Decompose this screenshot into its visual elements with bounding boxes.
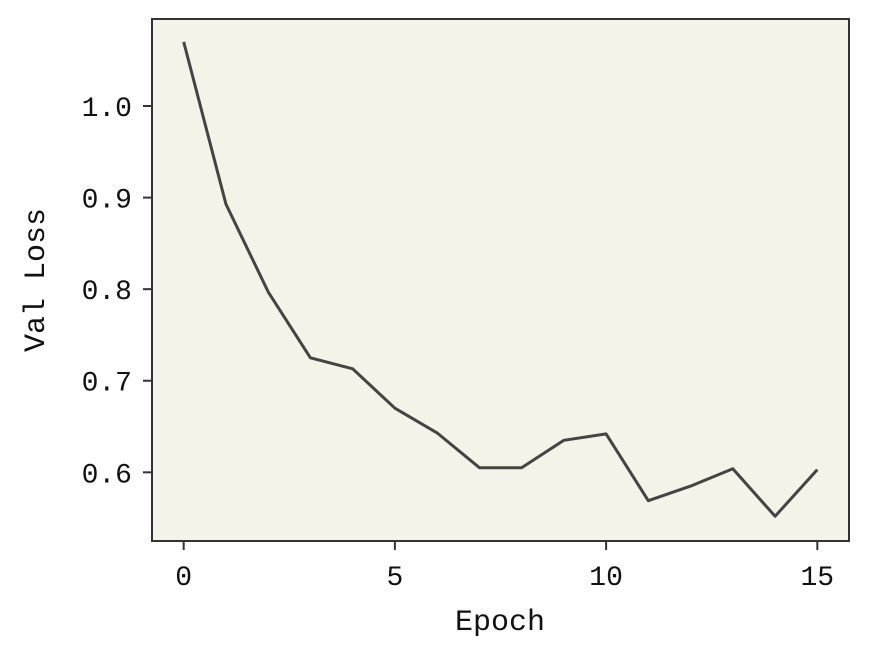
series-line (182, 41, 819, 518)
x-axis-title: Epoch (455, 606, 545, 640)
axis-tick-labels: 0 5 10 15 0.6 0.7 0.8 0.9 1.0 (82, 94, 835, 594)
y-tick-label: 1.0 (82, 94, 132, 125)
x-tick-label: 10 (589, 563, 623, 594)
axis-ticks (143, 105, 819, 550)
y-tick-label: 0.8 (82, 277, 132, 308)
y-tick-label: 0.7 (82, 369, 132, 400)
x-tick-label: 15 (801, 563, 835, 594)
y-tick-label: 0.9 (82, 186, 132, 217)
y-tick-label: 0.6 (82, 460, 132, 491)
y-axis-title: Val Loss (20, 208, 54, 352)
plot-background (152, 19, 849, 541)
x-tick-label: 5 (386, 563, 403, 594)
plot-frame (151, 18, 850, 542)
x-tick-label: 0 (175, 563, 192, 594)
